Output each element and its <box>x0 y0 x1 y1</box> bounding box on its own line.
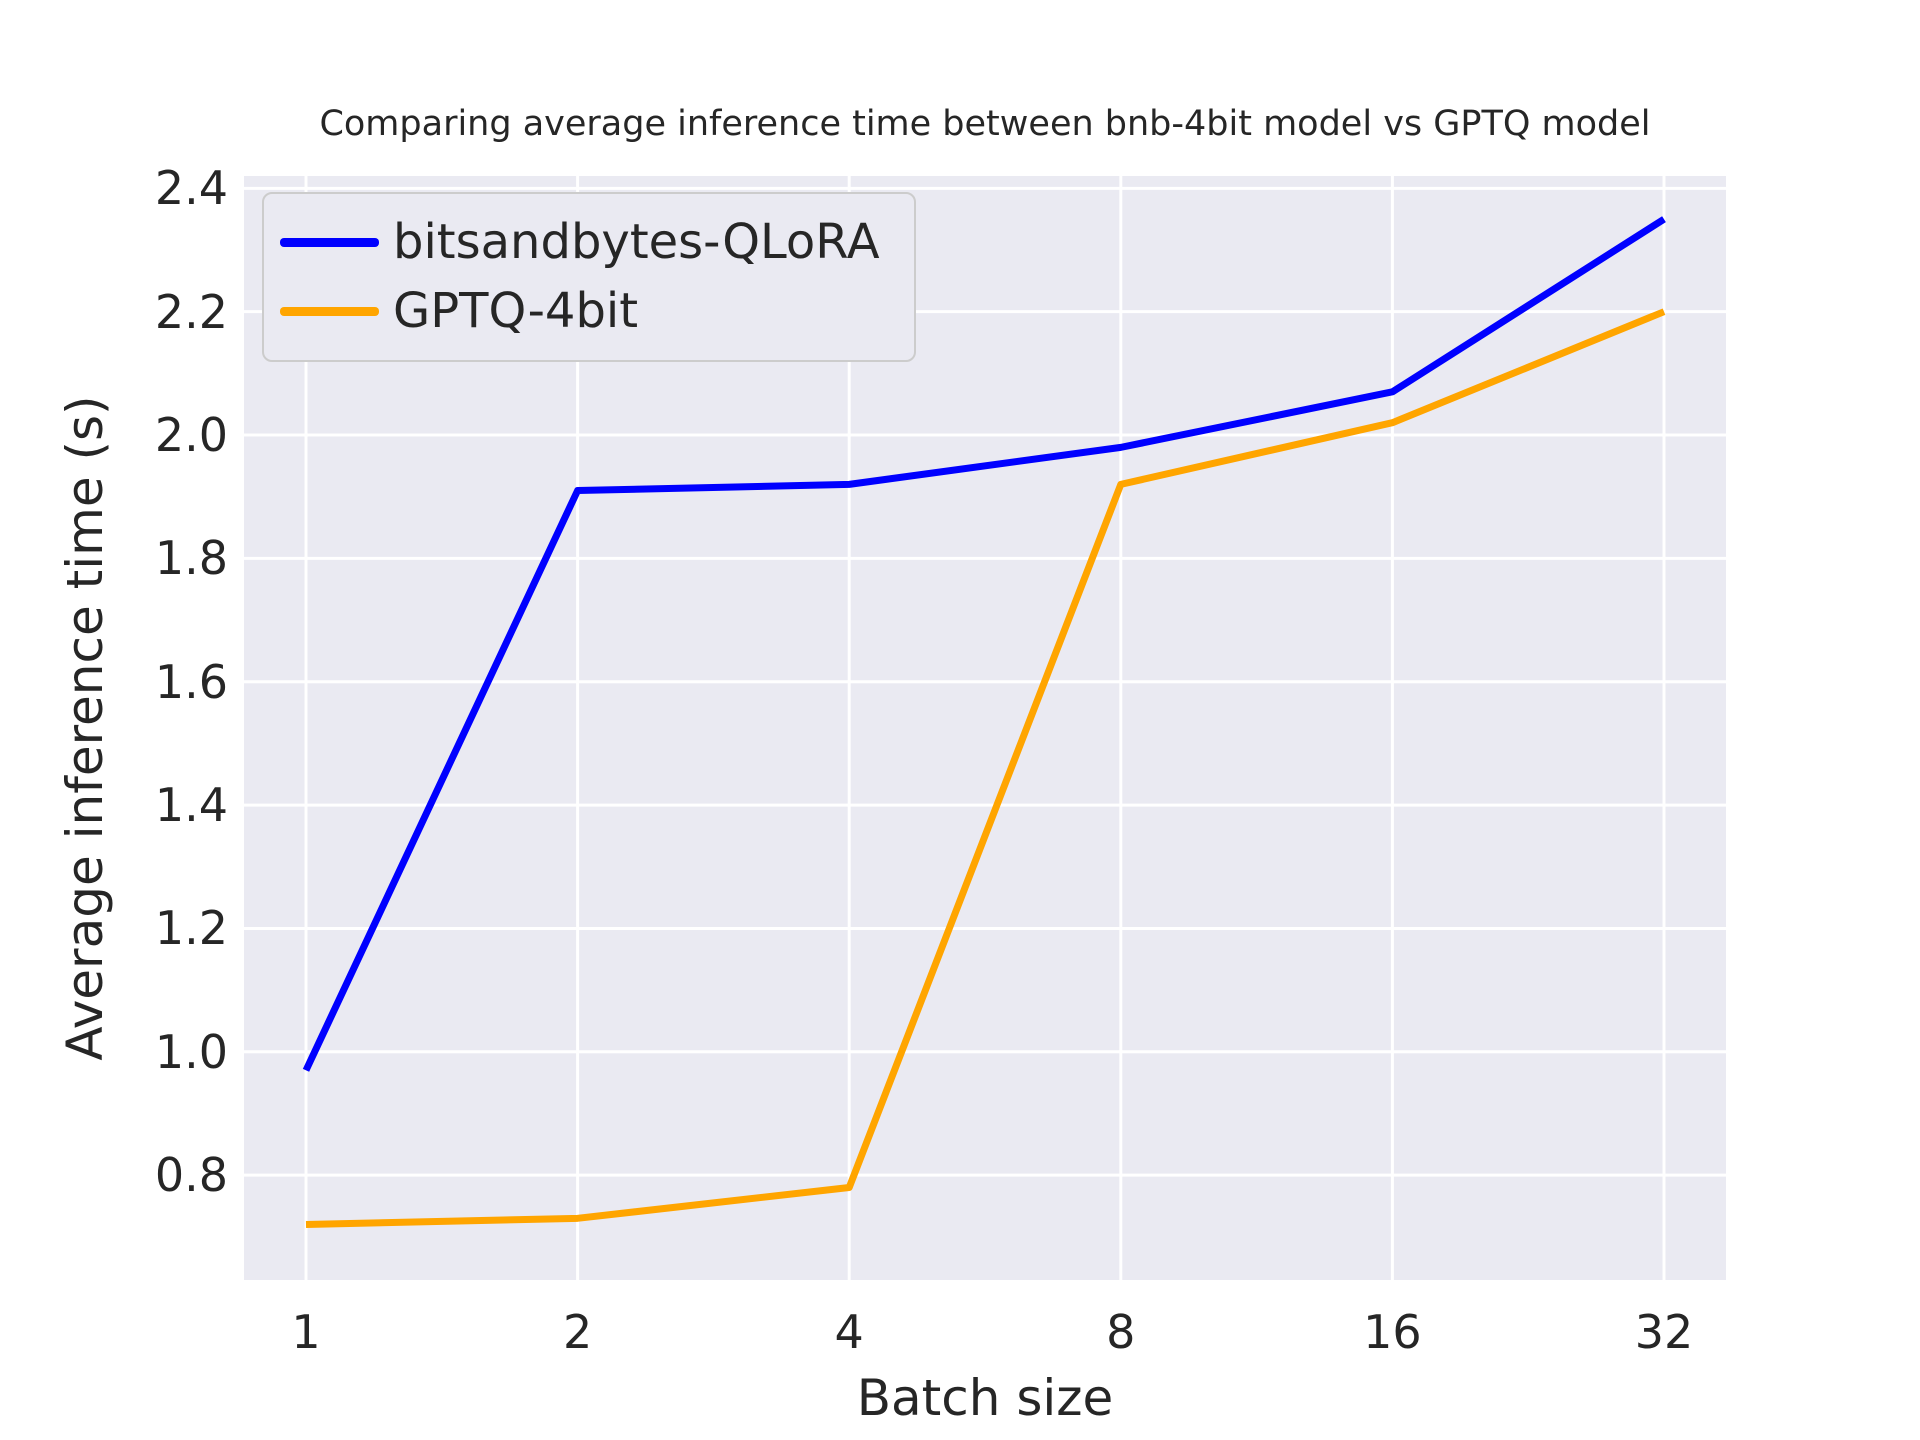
x-tick-label: 1 <box>291 1305 321 1359</box>
y-tick-label: 2.0 <box>154 408 228 463</box>
x-tick-label: 32 <box>1634 1305 1694 1359</box>
y-tick-label: 1.2 <box>154 901 228 956</box>
x-tick-label: 2 <box>562 1305 593 1359</box>
legend-item-bitsandbytes: bitsandbytes-QLoRA <box>280 216 880 269</box>
legend: bitsandbytes-QLoRA GPTQ-4bit <box>262 192 916 362</box>
y-tick-label: 0.8 <box>154 1148 228 1203</box>
y-tick-label: 2.4 <box>154 161 228 216</box>
series-lines <box>302 216 1666 1228</box>
x-tick-label: 16 <box>1363 1305 1422 1359</box>
x-axis-label: Batch size <box>856 1369 1114 1427</box>
legend-line-swatch-orange <box>280 306 379 316</box>
legend-line-swatch-blue <box>280 237 379 247</box>
x-tick-label: 4 <box>834 1305 864 1359</box>
legend-label-bitsandbytes: bitsandbytes-QLoRA <box>393 214 880 270</box>
chart-title: Comparing average inference time between… <box>319 104 1651 144</box>
y-tick-label: 1.8 <box>154 531 228 586</box>
series-line-bitsandbytes-QLoRA <box>302 216 1666 1072</box>
y-tick-label: 2.2 <box>154 284 228 339</box>
y-tick-label: 1.0 <box>154 1024 228 1079</box>
legend-label-gptq: GPTQ-4bit <box>393 282 639 339</box>
y-tick-label: 1.6 <box>154 654 228 709</box>
plot-area: bitsandbytes-QLoRA GPTQ-4bit <box>244 176 1726 1280</box>
y-axis-label: Average inference time (s) <box>56 395 114 1061</box>
x-tick-label: 8 <box>1106 1305 1136 1359</box>
series-line-GPTQ-4bit <box>305 308 1666 1228</box>
y-tick-label: 1.4 <box>154 778 228 833</box>
legend-item-gptq: GPTQ-4bit <box>280 282 880 339</box>
